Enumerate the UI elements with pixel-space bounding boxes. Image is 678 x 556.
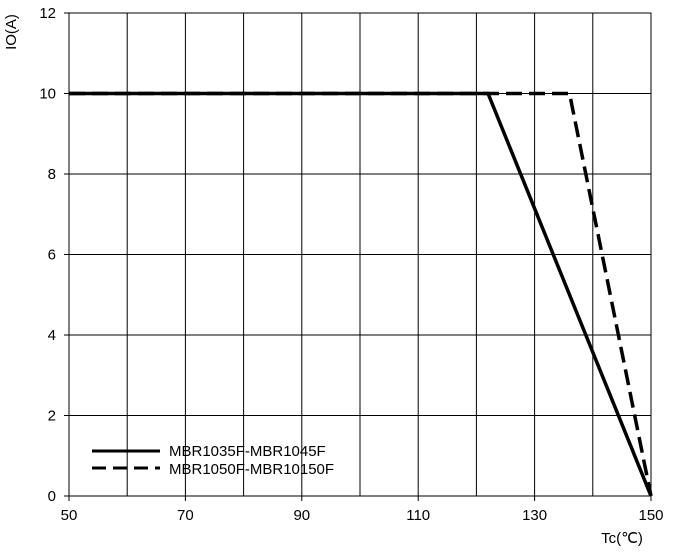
series-line-2 <box>69 91 653 497</box>
x-tick-label: 90 <box>293 507 310 524</box>
grid <box>68 12 652 497</box>
y-tick-label: 0 <box>48 488 56 505</box>
y-tick-label: 6 <box>48 247 56 264</box>
x-tick-label: 130 <box>522 507 547 524</box>
x-axis-ticks: 50 70 90 110 130 150 <box>61 496 664 524</box>
y-axis-ticks: 0 2 4 6 8 10 12 <box>39 5 69 505</box>
series-lines <box>69 91 653 497</box>
x-tick-label: 110 <box>406 507 430 524</box>
legend: MBR1035F-MBR1045F MBR1050F-MBR10150F <box>92 443 334 478</box>
legend-label-series-1: MBR1035F-MBR1045F <box>169 443 326 460</box>
y-tick-label: 12 <box>39 5 56 22</box>
x-tick-label: 70 <box>177 507 194 524</box>
y-tick-label: 8 <box>48 166 56 183</box>
y-tick-label: 2 <box>48 408 56 425</box>
legend-label-series-2: MBR1050F-MBR10150F <box>169 461 334 478</box>
x-tick-label: 50 <box>61 507 78 524</box>
x-tick-label: 150 <box>638 507 663 524</box>
x-axis-label: Tc(℃) <box>601 530 643 547</box>
y-axis-label: IO(A) <box>3 14 20 50</box>
y-tick-label: 10 <box>39 86 56 103</box>
y-tick-label: 4 <box>48 327 56 344</box>
